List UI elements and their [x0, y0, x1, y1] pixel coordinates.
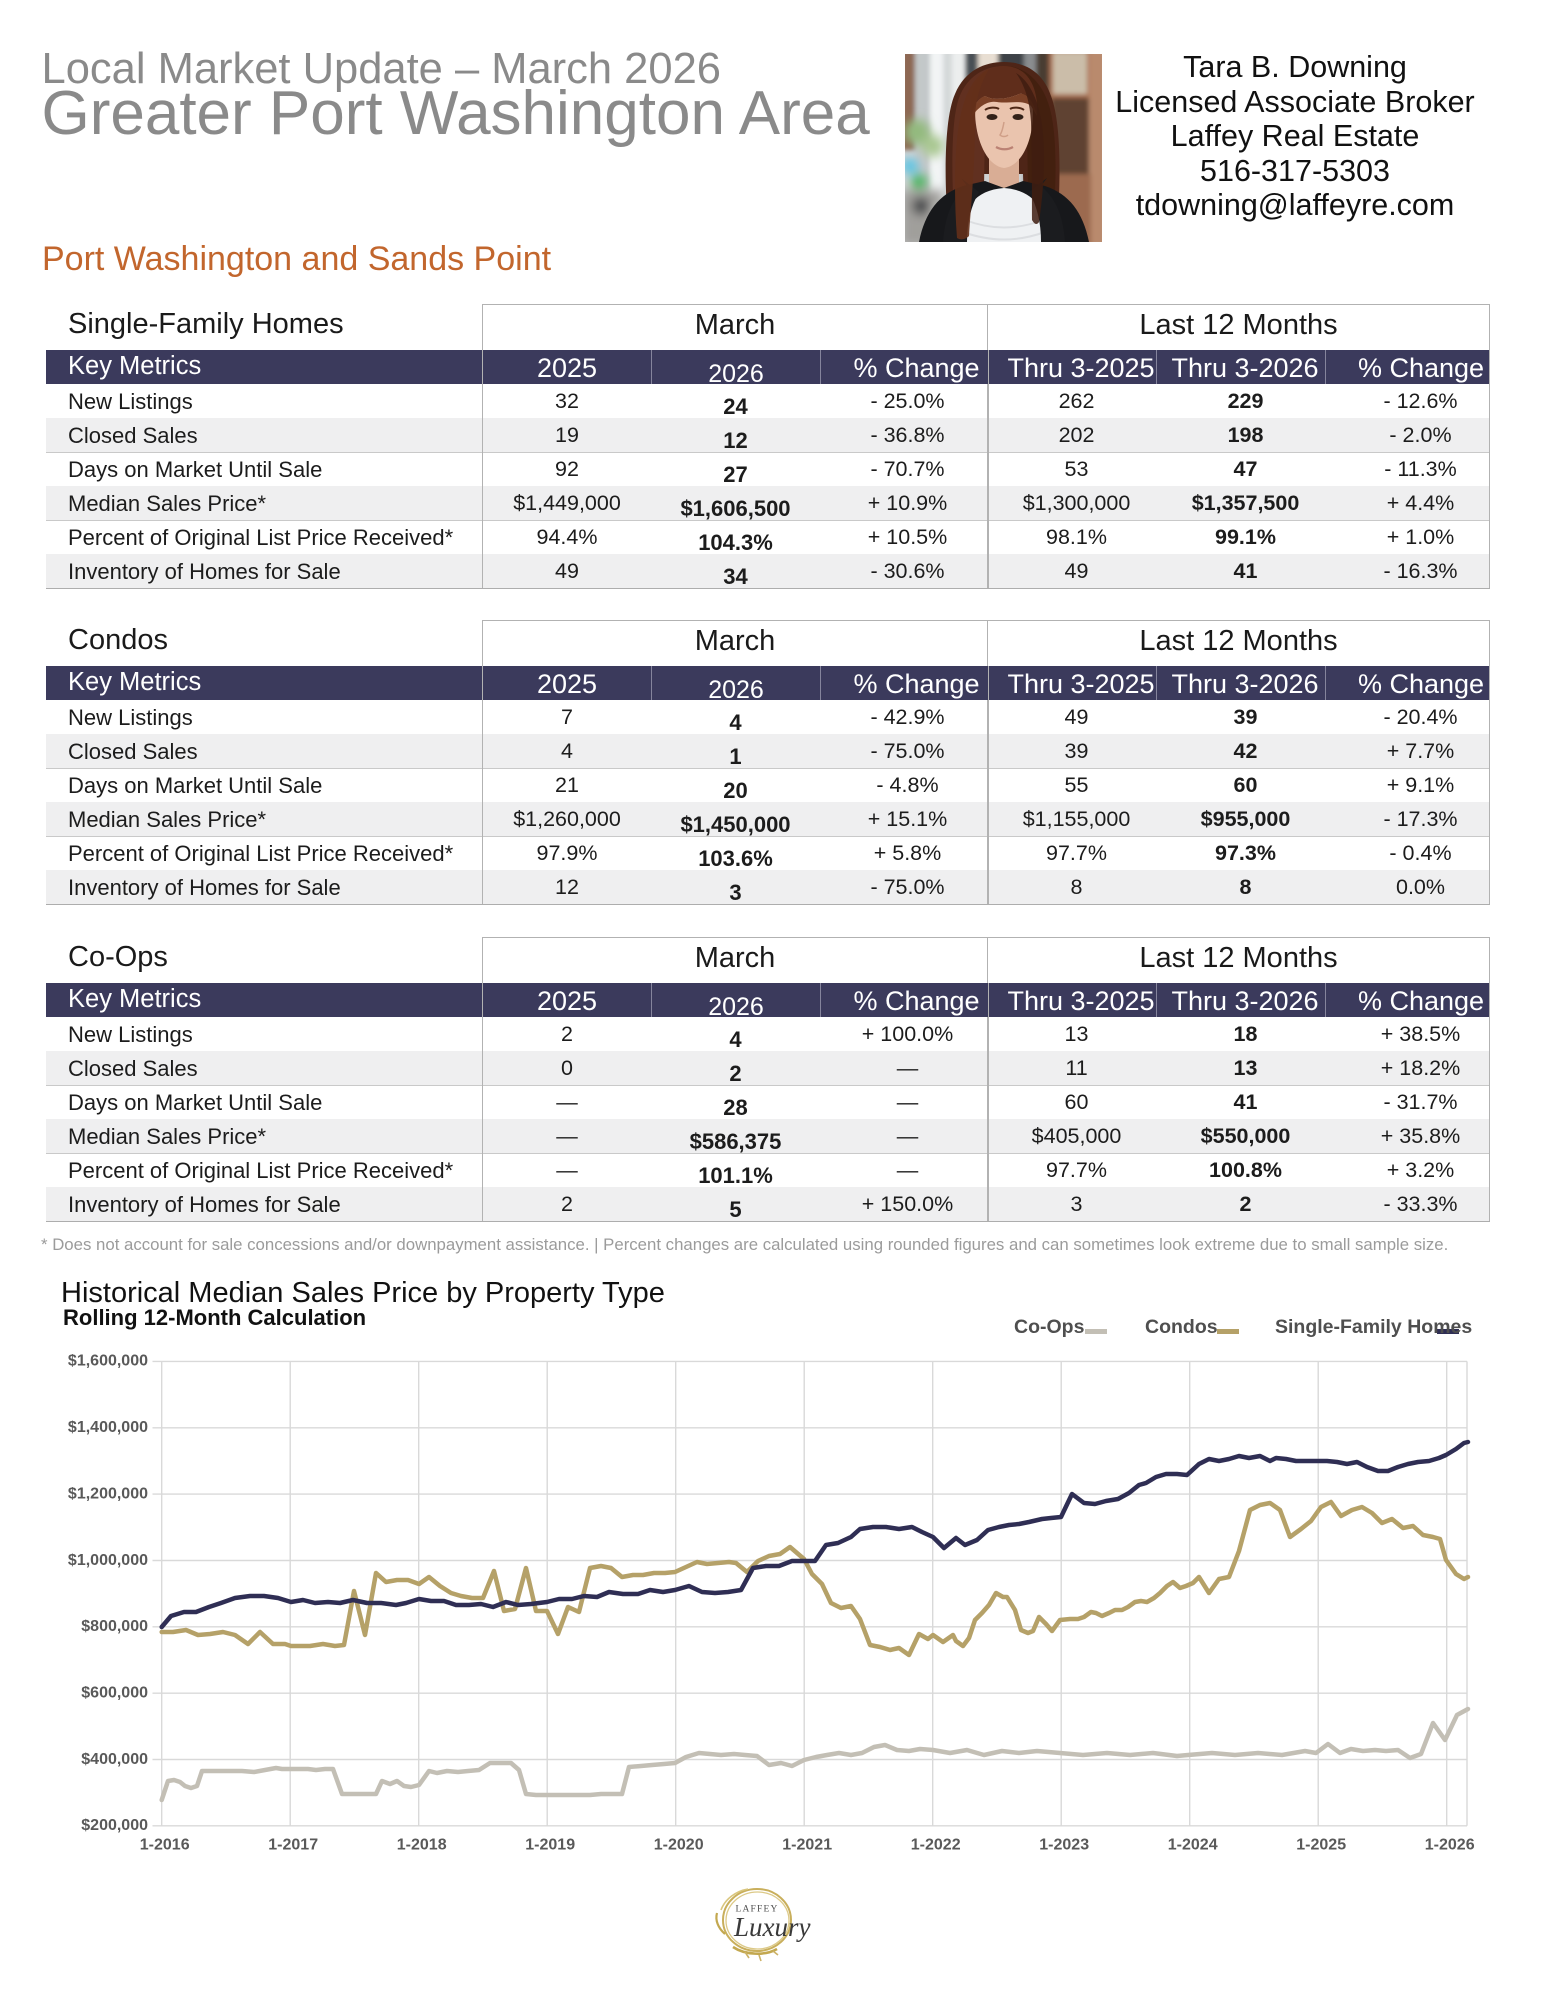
svg-text:1-2020: 1-2020: [654, 1837, 704, 1854]
svg-text:1-2019: 1-2019: [525, 1837, 575, 1854]
svg-text:1-2025: 1-2025: [1296, 1837, 1346, 1854]
svg-text:1-2024: 1-2024: [1168, 1837, 1218, 1854]
svg-text:1-2016: 1-2016: [140, 1837, 190, 1854]
svg-text:1-2026: 1-2026: [1425, 1837, 1475, 1854]
svg-text:1-2023: 1-2023: [1039, 1837, 1089, 1854]
svg-text:1-2017: 1-2017: [268, 1837, 318, 1854]
svg-text:$1,600,000: $1,600,000: [68, 1353, 148, 1370]
svg-text:$1,400,000: $1,400,000: [68, 1419, 148, 1436]
svg-text:Luxury: Luxury: [733, 1912, 811, 1942]
svg-text:$1,000,000: $1,000,000: [68, 1552, 148, 1569]
svg-text:1-2022: 1-2022: [911, 1837, 961, 1854]
svg-text:1-2021: 1-2021: [782, 1837, 832, 1854]
svg-text:$200,000: $200,000: [81, 1817, 148, 1834]
svg-text:$600,000: $600,000: [81, 1685, 148, 1702]
svg-text:$400,000: $400,000: [81, 1751, 148, 1768]
svg-text:$800,000: $800,000: [81, 1618, 148, 1635]
svg-text:LAFFEY: LAFFEY: [735, 1905, 778, 1915]
svg-text:$1,200,000: $1,200,000: [68, 1485, 148, 1502]
svg-text:1-2018: 1-2018: [397, 1837, 447, 1854]
